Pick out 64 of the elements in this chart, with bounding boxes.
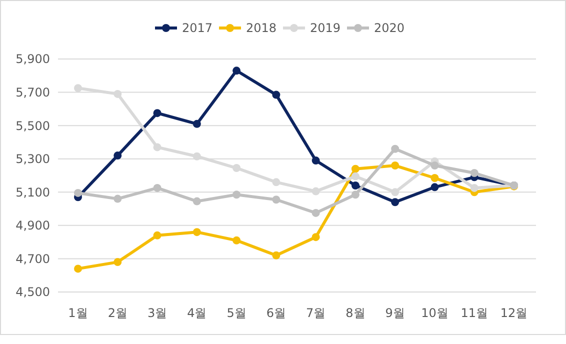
point	[312, 156, 320, 165]
point	[312, 187, 320, 196]
point	[391, 162, 400, 170]
point	[192, 152, 201, 160]
y-tick-label: 5,700	[16, 85, 50, 100]
x-tick-label: 2월	[108, 306, 128, 320]
x-tick-label: 4월	[187, 306, 207, 320]
point	[153, 231, 162, 240]
point	[192, 228, 201, 236]
point	[74, 264, 82, 273]
point	[470, 169, 478, 178]
point	[153, 143, 162, 152]
point	[114, 194, 122, 203]
point	[351, 172, 360, 180]
point	[351, 164, 360, 173]
point	[430, 162, 439, 170]
y-tick-label: 4,500	[16, 285, 50, 300]
point	[192, 197, 201, 206]
point	[232, 190, 241, 199]
point	[430, 174, 439, 182]
y-tick-label: 5,900	[16, 52, 50, 66]
x-tick-label: 6월	[266, 306, 286, 320]
point	[430, 183, 439, 192]
x-tick-label: 1월	[68, 306, 88, 320]
x-tick-label: 7월	[306, 306, 326, 320]
point	[232, 66, 241, 75]
point	[153, 184, 162, 192]
y-tick-label: 4,700	[16, 252, 50, 266]
x-tick-label: 5월	[226, 306, 246, 320]
point	[312, 208, 320, 217]
point	[312, 233, 320, 242]
point	[470, 184, 478, 192]
point	[114, 258, 122, 266]
point	[74, 84, 82, 92]
point	[351, 190, 360, 199]
point	[272, 196, 280, 204]
point	[272, 178, 280, 186]
x-tick-label: 8월	[346, 306, 366, 320]
point	[391, 188, 400, 196]
x-tick-label: 10월	[421, 306, 448, 320]
point	[232, 236, 241, 244]
legend-label: 2018	[246, 21, 277, 36]
point	[272, 251, 280, 260]
legend-label: 2017	[182, 21, 213, 36]
point	[153, 109, 162, 118]
point	[351, 181, 360, 190]
y-tick-label: 4,900	[16, 218, 50, 233]
y-tick-label: 5,300	[16, 152, 50, 166]
x-tick-label: 3월	[147, 306, 168, 320]
legend-label: 2020	[374, 21, 405, 36]
x-tick-label: 9월	[385, 306, 405, 320]
x-tick-label: 12월	[500, 306, 528, 320]
x-tick-label: 11월	[460, 306, 488, 320]
point	[74, 188, 82, 197]
point	[232, 164, 241, 172]
y-tick-label: 5,100	[16, 185, 50, 200]
point	[391, 144, 400, 153]
point	[114, 90, 122, 98]
y-tick-label: 5,500	[16, 118, 50, 133]
point	[192, 120, 201, 128]
point	[391, 198, 400, 206]
point	[114, 152, 122, 160]
point	[272, 90, 280, 99]
legend-label: 2019	[310, 21, 341, 36]
